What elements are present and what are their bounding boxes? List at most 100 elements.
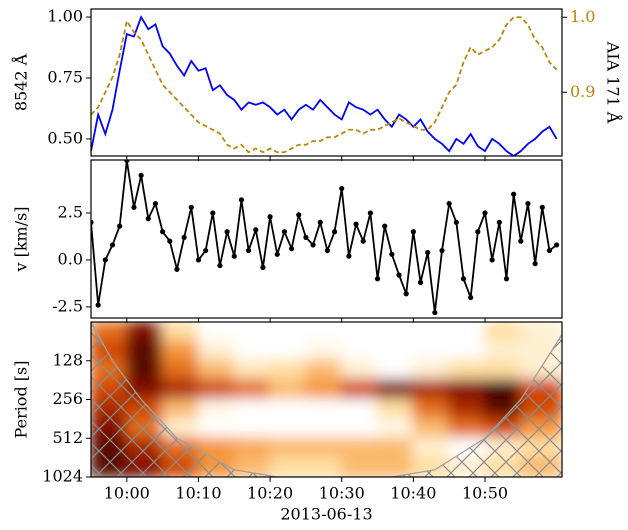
power-cell	[197, 322, 236, 343]
y-axis-label: v [km/s]	[12, 206, 31, 272]
power-cell	[448, 398, 486, 420]
data-point	[396, 272, 402, 278]
data-point	[167, 238, 173, 244]
data-point	[281, 229, 288, 235]
data-point	[288, 246, 295, 252]
power-cell	[304, 398, 343, 420]
power-cell	[197, 437, 236, 459]
y-tick-label: 0.0	[58, 249, 83, 268]
data-point	[410, 229, 416, 235]
y-tick-label: 1.00	[47, 7, 83, 26]
y2-tick-label: 0.9	[570, 82, 595, 101]
data-point	[124, 160, 130, 163]
power-cell	[161, 398, 200, 420]
power-cell	[304, 417, 343, 440]
power-cell	[448, 340, 486, 362]
y-tick-label: 512	[52, 428, 83, 447]
power-cell	[269, 398, 307, 420]
data-point	[360, 238, 366, 244]
x-tick-label: 10:40	[390, 484, 436, 503]
power-cell	[376, 379, 415, 401]
power-cell	[304, 379, 343, 401]
data-point	[160, 229, 166, 235]
y-tick-label: 2.5	[58, 202, 83, 221]
power-cell	[161, 322, 200, 343]
data-point	[525, 200, 531, 207]
y-tick-label: 128	[52, 350, 83, 369]
power-cell	[233, 340, 272, 362]
data-point	[310, 242, 316, 248]
power-cell	[412, 437, 451, 459]
data-point	[296, 212, 302, 218]
power-cell	[483, 379, 522, 401]
power-cell	[340, 456, 379, 477]
power-cell	[340, 340, 379, 362]
power-cell	[448, 359, 486, 382]
data-point	[260, 264, 266, 271]
power-cell	[340, 398, 379, 420]
data-point	[109, 242, 116, 248]
coi-hatch	[91, 322, 562, 477]
x-tick-label: 10:30	[319, 484, 365, 503]
power-cell	[269, 456, 307, 477]
y-tick-label: 0.75	[47, 67, 83, 86]
data-point	[382, 223, 388, 229]
plot-area	[91, 14, 558, 156]
power-cell	[125, 359, 164, 382]
power-cell	[304, 456, 343, 477]
power-cell	[519, 322, 562, 343]
power-cell	[340, 379, 379, 401]
series-line	[91, 16, 558, 154]
power-cell	[340, 359, 379, 382]
data-point	[439, 247, 445, 254]
data-point	[346, 253, 352, 259]
data-point	[460, 276, 467, 282]
power-cell	[161, 340, 200, 362]
power-cell	[483, 322, 522, 343]
power-cell	[197, 340, 236, 362]
data-point	[432, 309, 438, 316]
power-cell	[233, 322, 272, 343]
data-point	[425, 249, 431, 256]
data-point	[274, 251, 280, 257]
power-cell	[269, 322, 307, 343]
data-point	[131, 204, 137, 210]
data-point	[117, 223, 123, 229]
power-cell	[197, 359, 236, 382]
data-point	[203, 247, 209, 254]
power-cell	[125, 322, 164, 343]
power-cell	[483, 359, 522, 382]
data-point	[138, 172, 144, 179]
power-cell	[376, 398, 415, 420]
data-point	[546, 247, 553, 254]
power-cell	[269, 359, 307, 382]
data-point	[224, 229, 230, 235]
data-point	[496, 219, 502, 225]
power-cell	[376, 322, 415, 343]
power-cell	[376, 437, 415, 459]
data-point	[468, 294, 474, 301]
data-point	[446, 200, 452, 207]
plot-area	[91, 322, 562, 477]
x-tick-label: 10:50	[462, 484, 508, 503]
power-cell	[161, 359, 200, 382]
data-point	[503, 276, 510, 282]
data-point	[403, 291, 409, 297]
power-cell	[483, 340, 522, 362]
y-axis-label: 8542 Å	[11, 53, 31, 111]
data-point	[303, 234, 309, 241]
power-cell	[304, 340, 343, 362]
series-line	[91, 14, 558, 156]
plot-area	[91, 160, 560, 316]
power-cell	[376, 456, 415, 477]
power-cell	[376, 359, 415, 382]
data-point	[102, 257, 108, 263]
data-point	[145, 216, 151, 222]
power-cell	[376, 417, 415, 440]
power-cell	[161, 379, 200, 401]
power-cell	[233, 359, 272, 382]
power-cell	[340, 417, 379, 440]
x-tick-label: 10:10	[175, 484, 221, 503]
y-axis-label: Period [s]	[12, 361, 31, 439]
